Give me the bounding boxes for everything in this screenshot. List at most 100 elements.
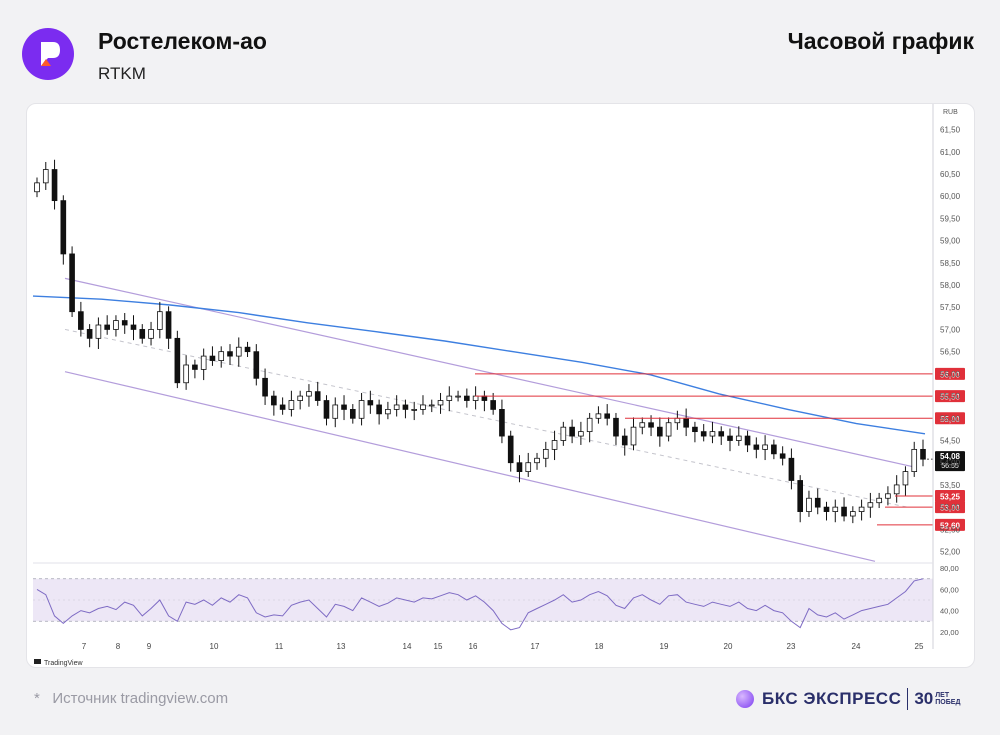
candle <box>595 406 602 424</box>
y-tick-label: 54,00 <box>940 459 961 468</box>
candle <box>393 395 400 417</box>
candle <box>437 392 444 414</box>
candle-body <box>832 506 839 512</box>
candle <box>551 430 558 461</box>
candle-body <box>165 311 172 339</box>
candle <box>639 417 646 435</box>
moving-average-line <box>32 295 926 435</box>
level-badge <box>935 412 965 425</box>
x-tick-label: 13 <box>337 642 346 651</box>
candle <box>525 452 532 477</box>
brand-caption-2: ПОБЕД <box>935 699 961 706</box>
x-tick-label: 25 <box>915 642 924 651</box>
candle-body <box>718 431 725 437</box>
candle <box>130 315 137 341</box>
candle-body <box>420 404 426 410</box>
candle-body <box>779 453 786 459</box>
candle-body <box>525 462 532 472</box>
candle <box>472 386 479 410</box>
candle-body <box>192 364 198 370</box>
candle <box>665 417 672 442</box>
candle-body <box>920 448 926 460</box>
candle-body <box>841 506 847 517</box>
candle <box>516 455 523 483</box>
candle-body <box>437 400 444 406</box>
candle-body <box>753 444 760 450</box>
candle-body <box>42 169 49 184</box>
level-label: 56,00 <box>940 370 961 379</box>
candle <box>832 499 839 523</box>
candle-body <box>314 391 321 401</box>
candle-body <box>148 329 154 339</box>
rsi-line <box>36 578 924 631</box>
rsi-tick-label: 40,00 <box>940 607 959 616</box>
company-title: Ростелеком-ао <box>98 28 267 54</box>
candle-body <box>323 400 330 419</box>
rsi-tick-label: 60,00 <box>940 585 959 594</box>
candle <box>51 159 58 210</box>
source-note: * Источник tradingview.com <box>34 690 228 707</box>
candle <box>911 441 918 477</box>
x-tick-label: 23 <box>787 642 796 651</box>
candle <box>490 392 496 415</box>
candle-body <box>665 422 672 437</box>
x-tick-label: 14 <box>403 642 412 651</box>
y-tick-label: 54,50 <box>940 437 961 446</box>
candle <box>771 439 777 460</box>
candle-body <box>788 457 795 481</box>
candle <box>621 428 628 456</box>
candle-body <box>253 351 260 379</box>
candle-body <box>578 431 584 437</box>
candle <box>464 388 470 408</box>
candle-body <box>735 435 742 441</box>
candle <box>841 497 847 522</box>
candle-body <box>121 320 128 326</box>
candle <box>341 395 347 421</box>
source-star: * <box>34 690 40 707</box>
candle <box>332 397 339 428</box>
currency-label: RUB <box>943 109 958 116</box>
candle <box>69 246 75 318</box>
level-badge <box>935 367 965 380</box>
x-tick-label: 9 <box>147 642 152 651</box>
candle-body <box>507 435 514 464</box>
y-tick-label: 55,00 <box>940 414 961 423</box>
candle-body <box>113 320 119 330</box>
price-chart: 56,00 55,50 55,00 53,25 53,00 52,60 54,08 56:55… <box>32 104 965 667</box>
candle <box>376 399 382 425</box>
x-tick-label: 11 <box>275 642 284 651</box>
x-tick-label: 15 <box>434 642 443 651</box>
x-tick-label: 20 <box>724 642 733 651</box>
candle-body <box>297 395 303 401</box>
candle <box>455 390 461 402</box>
candle <box>806 490 812 517</box>
brand-years-caption: ЛЕТ ПОБЕД <box>935 692 960 706</box>
level-badge <box>935 390 965 403</box>
level-badge <box>935 490 965 503</box>
candle <box>692 421 698 443</box>
tradingview-label: TradingView <box>44 660 83 667</box>
candle-body <box>271 395 277 406</box>
candle-body <box>393 404 400 410</box>
candle-body <box>95 324 102 339</box>
level-label: 55,50 <box>940 393 961 402</box>
channel-lower-line <box>64 371 876 562</box>
x-tick-label: 16 <box>469 642 478 651</box>
candle <box>534 452 540 470</box>
candle-body <box>490 400 496 410</box>
candle <box>718 426 725 445</box>
last-price-badge <box>935 451 965 472</box>
candle-body <box>797 480 804 512</box>
brand-name: БКС ЭКСПРЕСС <box>762 689 902 708</box>
candle-body <box>262 377 268 397</box>
candle-body <box>411 409 418 411</box>
candle-body <box>86 329 93 339</box>
candle-body <box>516 462 523 472</box>
candle-body <box>534 457 540 464</box>
x-tick-label: 7 <box>82 642 87 651</box>
candle <box>288 390 295 417</box>
candle-body <box>306 391 312 397</box>
candle-body <box>481 395 488 401</box>
source-text: Источник tradingview.com <box>52 690 229 707</box>
x-tick-label: 19 <box>660 642 669 651</box>
